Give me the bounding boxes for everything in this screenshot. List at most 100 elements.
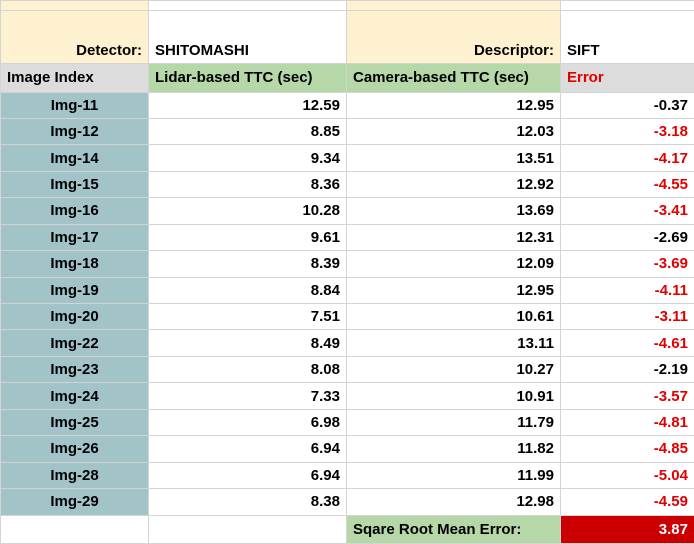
camera-ttc-cell[interactable]: 13.69 bbox=[346, 197, 561, 225]
lidar-header[interactable]: Lidar-based TTC (sec) bbox=[148, 63, 347, 93]
camera-ttc-cell[interactable]: 11.82 bbox=[346, 435, 561, 463]
lidar-ttc-cell[interactable]: 9.61 bbox=[148, 223, 347, 252]
camera-ttc-cell[interactable]: 13.51 bbox=[346, 144, 561, 172]
error-cell[interactable]: -4.61 bbox=[560, 329, 694, 357]
image-index-header-label: Image Index bbox=[7, 69, 94, 87]
camera-ttc-cell-text: 10.27 bbox=[516, 361, 554, 379]
lidar-ttc-cell[interactable]: 8.85 bbox=[148, 117, 347, 146]
cell[interactable] bbox=[560, 0, 694, 12]
camera-ttc-cell[interactable]: 10.27 bbox=[346, 355, 561, 384]
image-index-cell-text: Img-15 bbox=[50, 176, 99, 194]
detector-value-cell[interactable]: SHITOMASHI bbox=[148, 10, 347, 65]
lidar-ttc-cell[interactable]: 7.51 bbox=[148, 303, 347, 331]
lidar-ttc-cell[interactable]: 8.39 bbox=[148, 250, 347, 278]
image-index-cell[interactable]: Img-22 bbox=[0, 329, 149, 357]
image-index-cell[interactable]: Img-12 bbox=[0, 117, 149, 146]
image-index-cell[interactable]: Img-16 bbox=[0, 197, 149, 225]
detector-label-cell[interactable]: Detector: bbox=[0, 10, 149, 65]
image-index-cell[interactable]: Img-11 bbox=[0, 91, 149, 119]
error-cell[interactable]: -2.69 bbox=[560, 223, 694, 252]
image-index-cell[interactable]: Img-15 bbox=[0, 170, 149, 199]
lidar-ttc-cell-text: 8.39 bbox=[310, 255, 340, 273]
lidar-ttc-cell[interactable]: 6.98 bbox=[148, 408, 347, 437]
lidar-ttc-cell[interactable]: 6.94 bbox=[148, 435, 347, 463]
error-cell-text: -2.69 bbox=[653, 228, 688, 246]
lidar-ttc-cell[interactable]: 12.59 bbox=[148, 91, 347, 119]
error-cell[interactable]: -4.85 bbox=[560, 435, 694, 463]
table-row: Img-23 8.08 10.27 -2.19 bbox=[0, 355, 694, 384]
image-index-cell[interactable]: Img-28 bbox=[0, 461, 149, 490]
camera-ttc-cell[interactable]: 12.98 bbox=[346, 488, 561, 516]
image-index-cell[interactable]: Img-19 bbox=[0, 276, 149, 305]
lidar-ttc-cell[interactable]: 9.34 bbox=[148, 144, 347, 172]
error-cell[interactable]: -5.04 bbox=[560, 461, 694, 490]
cell[interactable] bbox=[0, 0, 149, 12]
camera-ttc-cell[interactable]: 12.95 bbox=[346, 91, 561, 119]
error-cell-text: -4.61 bbox=[653, 334, 688, 352]
lidar-ttc-cell[interactable]: 8.84 bbox=[148, 276, 347, 305]
cell[interactable] bbox=[148, 514, 347, 544]
error-cell[interactable]: -4.11 bbox=[560, 276, 694, 305]
image-index-cell[interactable]: Img-26 bbox=[0, 435, 149, 463]
camera-ttc-cell[interactable]: 12.95 bbox=[346, 276, 561, 305]
lidar-ttc-cell[interactable]: 8.08 bbox=[148, 355, 347, 384]
error-cell[interactable]: -3.41 bbox=[560, 197, 694, 225]
error-header[interactable]: Error bbox=[560, 63, 694, 93]
rmse-value-cell[interactable]: 3.87 bbox=[560, 514, 694, 544]
camera-ttc-cell[interactable]: 12.09 bbox=[346, 250, 561, 278]
camera-ttc-cell[interactable]: 13.11 bbox=[346, 329, 561, 357]
error-cell[interactable]: -2.19 bbox=[560, 355, 694, 384]
error-cell[interactable]: -0.37 bbox=[560, 91, 694, 119]
error-cell[interactable]: -3.11 bbox=[560, 303, 694, 331]
image-index-header[interactable]: Image Index bbox=[0, 63, 149, 93]
camera-ttc-cell[interactable]: 10.61 bbox=[346, 303, 561, 331]
lidar-ttc-cell[interactable]: 10.28 bbox=[148, 197, 347, 225]
image-index-cell[interactable]: Img-23 bbox=[0, 355, 149, 384]
image-index-cell[interactable]: Img-18 bbox=[0, 250, 149, 278]
image-index-cell[interactable]: Img-20 bbox=[0, 303, 149, 331]
lidar-ttc-cell[interactable]: 8.36 bbox=[148, 170, 347, 199]
image-index-cell-text: Img-18 bbox=[50, 255, 99, 273]
error-cell[interactable]: -3.57 bbox=[560, 382, 694, 410]
cell[interactable] bbox=[148, 0, 347, 12]
error-cell[interactable]: -3.69 bbox=[560, 250, 694, 278]
image-index-cell[interactable]: Img-24 bbox=[0, 382, 149, 410]
image-index-cell-text: Img-20 bbox=[50, 308, 99, 326]
descriptor-label-cell[interactable]: Descriptor: bbox=[346, 10, 561, 65]
lidar-ttc-cell-text: 9.34 bbox=[310, 149, 340, 167]
lidar-ttc-cell[interactable]: 7.33 bbox=[148, 382, 347, 410]
camera-ttc-cell[interactable]: 11.79 bbox=[346, 408, 561, 437]
error-cell[interactable]: -4.81 bbox=[560, 408, 694, 437]
error-cell[interactable]: -4.55 bbox=[560, 170, 694, 199]
camera-ttc-cell-text: 12.09 bbox=[516, 255, 554, 273]
camera-ttc-cell[interactable]: 12.03 bbox=[346, 117, 561, 146]
image-index-cell-text: Img-23 bbox=[50, 361, 99, 379]
error-cell-text: -0.37 bbox=[653, 96, 688, 114]
camera-header[interactable]: Camera-based TTC (sec) bbox=[346, 63, 561, 93]
image-index-cell[interactable]: Img-14 bbox=[0, 144, 149, 172]
error-cell[interactable]: -3.18 bbox=[560, 117, 694, 146]
error-cell-text: -4.85 bbox=[653, 440, 688, 458]
cell[interactable] bbox=[346, 0, 561, 12]
rmse-label-cell[interactable]: Sqare Root Mean Error: bbox=[346, 514, 561, 544]
error-cell[interactable]: -4.17 bbox=[560, 144, 694, 172]
cell[interactable] bbox=[0, 514, 149, 544]
camera-ttc-cell[interactable]: 11.99 bbox=[346, 461, 561, 490]
descriptor-value-cell[interactable]: SIFT bbox=[560, 10, 694, 65]
lidar-ttc-cell-text: 8.38 bbox=[310, 493, 340, 511]
image-index-cell[interactable]: Img-29 bbox=[0, 488, 149, 516]
lidar-ttc-cell[interactable]: 6.94 bbox=[148, 461, 347, 490]
spreadsheet-body: Detector: SHITOMASHI Descriptor: SIFT Im… bbox=[0, 0, 694, 93]
error-cell[interactable]: -4.59 bbox=[560, 488, 694, 516]
camera-ttc-cell-text: 11.82 bbox=[517, 440, 554, 458]
image-index-cell[interactable]: Img-25 bbox=[0, 408, 149, 437]
lidar-ttc-cell[interactable]: 8.49 bbox=[148, 329, 347, 357]
camera-ttc-cell[interactable]: 10.91 bbox=[346, 382, 561, 410]
error-cell-text: -4.11 bbox=[654, 281, 688, 299]
image-index-cell[interactable]: Img-17 bbox=[0, 223, 149, 252]
camera-ttc-cell[interactable]: 12.31 bbox=[346, 223, 561, 252]
camera-ttc-cell[interactable]: 12.92 bbox=[346, 170, 561, 199]
lidar-ttc-cell-text: 8.85 bbox=[310, 123, 340, 141]
lidar-ttc-cell[interactable]: 8.38 bbox=[148, 488, 347, 516]
